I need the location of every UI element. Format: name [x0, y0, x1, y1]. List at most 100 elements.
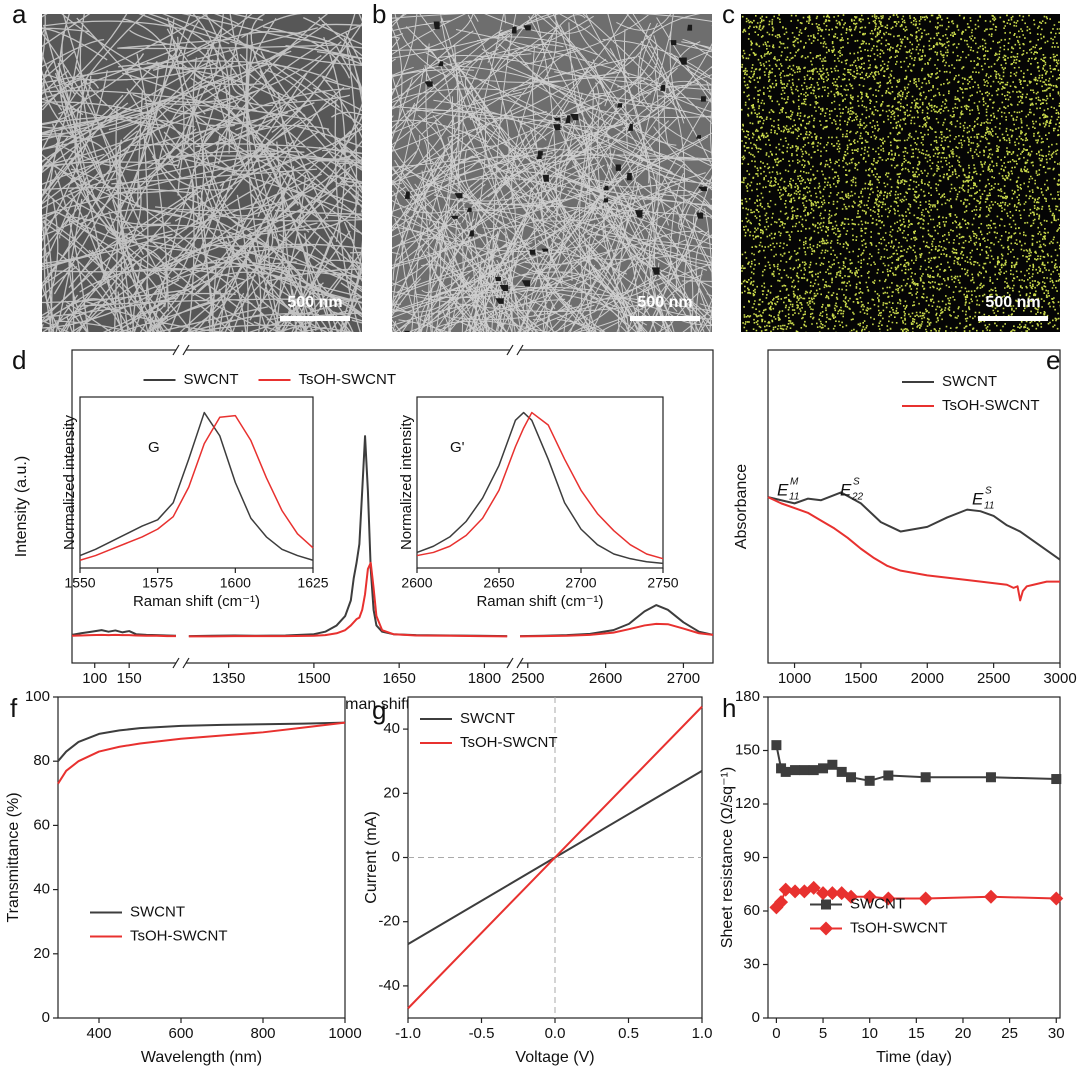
transition-label: E — [972, 489, 984, 508]
micrograph — [392, 14, 712, 332]
marker — [881, 891, 896, 906]
fibers — [42, 14, 362, 332]
y-axis-label: Transmittance (%) — [5, 792, 22, 922]
x-tick-label: 2750 — [647, 575, 678, 591]
legend-label: SWCNT — [460, 710, 515, 727]
marker — [985, 772, 996, 783]
marker — [920, 772, 931, 783]
marker — [806, 880, 821, 895]
axis-break — [172, 657, 190, 669]
scale-bar — [280, 316, 350, 321]
y-tick-label: 0 — [752, 1009, 760, 1026]
x-tick-label: 1625 — [297, 575, 328, 591]
y-tick-label: 20 — [383, 784, 400, 801]
series-line — [57, 721, 346, 785]
marker — [816, 886, 831, 901]
axis-break-gap — [176, 347, 186, 353]
y-axis-label: Normalized intensity — [61, 414, 78, 550]
x-axis-label: Time (day) — [876, 1049, 952, 1066]
x-tick-label: 150 — [117, 670, 142, 687]
marker — [780, 766, 791, 777]
series-line — [416, 411, 664, 565]
marker — [862, 889, 877, 904]
x-tick-label: 2000 — [911, 670, 944, 687]
x-tick-label: 2700 — [565, 575, 596, 591]
element-map-dots — [741, 14, 1060, 332]
x-tick-label: 3000 — [1043, 670, 1076, 687]
y-tick-label: 100 — [25, 688, 50, 705]
x-tick-label: 0.0 — [545, 1025, 566, 1042]
y-tick-label: 60 — [33, 816, 50, 833]
legend-label: SWCNT — [942, 373, 997, 390]
transition-label-sup: S — [985, 486, 992, 497]
scale-bar-label: 500 nm — [637, 294, 692, 311]
x-tick-label: 0.5 — [618, 1025, 639, 1042]
marker — [1049, 891, 1064, 906]
legend-label: TsOH-SWCNT — [942, 397, 1040, 414]
legend-label: TsOH-SWCNT — [299, 371, 397, 388]
transition-label-sup: M — [790, 477, 799, 488]
y-tick-label: 60 — [743, 902, 760, 919]
inset-frame — [79, 396, 314, 569]
legend-label: TsOH-SWCNT — [130, 927, 228, 944]
micrograph — [42, 14, 362, 332]
x-tick-label: 1500 — [844, 670, 877, 687]
marker — [788, 884, 803, 899]
marker — [808, 765, 819, 776]
panel-label: e — [1046, 345, 1060, 375]
panel-label: d — [12, 345, 26, 375]
marker — [790, 765, 801, 776]
marker — [821, 899, 831, 910]
y-tick-label: 120 — [735, 795, 760, 812]
x-tick-label: 600 — [168, 1025, 193, 1042]
x-tick-label: 2600 — [589, 670, 622, 687]
x-tick-label: 1800 — [468, 670, 501, 687]
transition-label-sub: 22 — [851, 492, 864, 503]
transition-label-sub: 11 — [789, 492, 799, 503]
x-tick-label: 30 — [1048, 1025, 1065, 1042]
marker — [883, 770, 894, 781]
y-tick-label: 20 — [33, 945, 50, 962]
x-tick-label: 400 — [86, 1025, 111, 1042]
micrograph — [741, 14, 1060, 332]
y-tick-label: 40 — [33, 881, 50, 898]
series-line — [767, 491, 1061, 561]
marker — [983, 889, 998, 904]
legend-label: TsOH-SWCNT — [850, 919, 948, 936]
x-tick-label: 0 — [772, 1025, 780, 1042]
marker — [1051, 774, 1062, 785]
scale-bar-label: 500 nm — [985, 294, 1040, 311]
series-line — [416, 411, 664, 560]
x-tick-label: 1350 — [212, 670, 245, 687]
series-line — [79, 411, 314, 561]
y-axis-label: Sheet resistance (Ω/sq⁻¹) — [719, 767, 736, 948]
x-tick-label: 1.0 — [692, 1025, 713, 1042]
marker — [827, 759, 838, 770]
panel-label: b — [372, 0, 386, 29]
x-tick-label: 100 — [82, 670, 107, 687]
panel-label: f — [10, 693, 18, 723]
y-tick-label: -20 — [378, 913, 400, 930]
panel-label: c — [722, 0, 735, 29]
series-line — [188, 561, 508, 638]
x-tick-label: 10 — [861, 1025, 878, 1042]
marker — [864, 775, 875, 786]
axis-break — [172, 344, 190, 356]
x-tick-label: -1.0 — [395, 1025, 421, 1042]
y-axis-label: Absorbance — [733, 464, 750, 549]
x-tick-label: 1600 — [220, 575, 251, 591]
panel-label: h — [722, 693, 736, 723]
marker — [825, 886, 840, 901]
transition-label-sup: S — [853, 477, 860, 488]
y-axis-label: Current (mA) — [363, 811, 380, 903]
x-axis-label: Voltage (V) — [515, 1049, 594, 1066]
y-tick-label: 30 — [743, 955, 760, 972]
x-axis-label: Raman shift (cm⁻¹) — [133, 593, 260, 610]
plot-frame — [767, 696, 1061, 1019]
y-tick-label: 0 — [392, 848, 400, 865]
x-tick-label: 2500 — [511, 670, 544, 687]
peak-label: G — [148, 439, 160, 456]
y-tick-label: 0 — [42, 1009, 50, 1026]
